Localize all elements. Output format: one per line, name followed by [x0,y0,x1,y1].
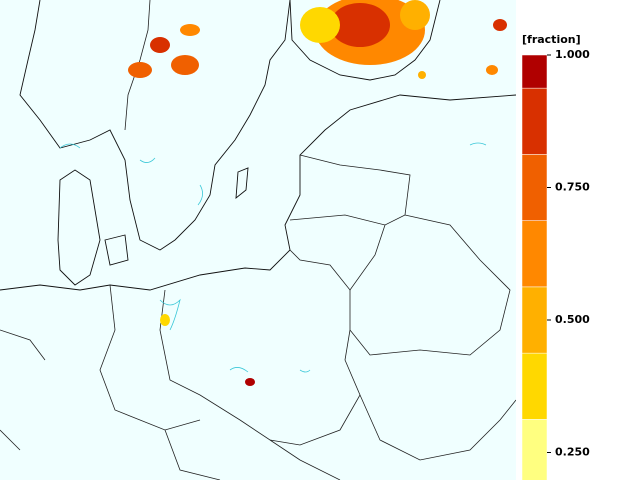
colorbar-band [521,154,548,221]
colorbar-label: [fraction] [522,33,581,46]
colorbar-band [521,54,548,89]
colorbar-tick-label: 0.250 [555,446,590,459]
border [164,394,517,480]
border [0,329,46,451]
coastline [235,167,249,199]
border [289,224,386,291]
colorbar-band [521,87,548,155]
colorbar-band [521,419,548,480]
border [99,284,201,431]
border [289,154,411,226]
border [349,214,511,356]
coastline [19,0,291,251]
colorbar-tick-label: 1.000 [555,48,590,61]
contour [59,142,487,373]
map [0,0,517,480]
coastline [289,0,441,81]
coastline [104,234,129,266]
coastline [57,169,101,286]
colorbar-band [521,286,548,354]
colorbar-tick-label: 0.750 [555,181,590,194]
colorbar-tick-label: 0.500 [555,313,590,326]
colorbar-band [521,352,548,420]
map-background [0,0,516,480]
fraction-field [128,0,507,386]
colorbar-band [521,220,548,288]
border [124,0,151,131]
